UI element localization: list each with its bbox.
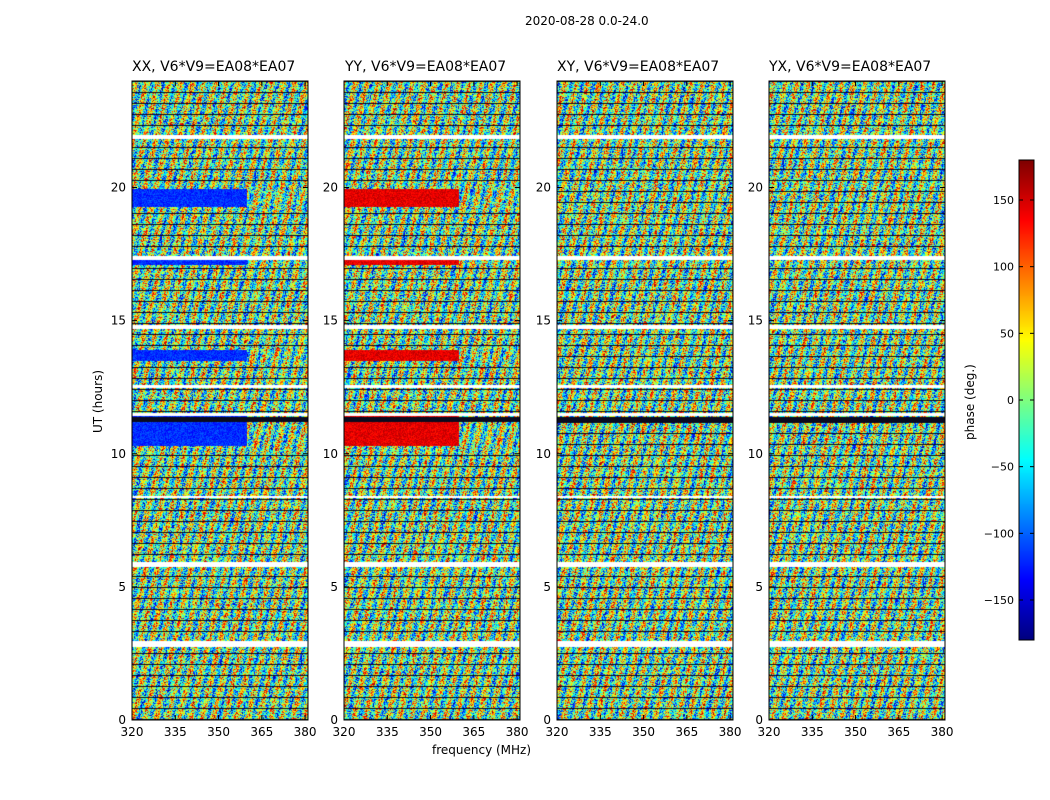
colorbar-tick-label: −100: [984, 527, 1014, 540]
panel-title-yx: YX, V6*V9=EA08*EA07: [769, 59, 932, 75]
x-tick-label: 335: [164, 725, 187, 739]
colorbar-tick-label: 150: [993, 194, 1014, 207]
x-tick-label: 380: [931, 725, 954, 739]
panel-title-yy: YY, V6*V9=EA08*EA07: [345, 59, 507, 75]
x-tick-label: 335: [801, 725, 824, 739]
colorbar-tick-label: −50: [991, 461, 1014, 474]
y-tick-label: 5: [755, 580, 763, 594]
x-tick-label: 350: [207, 725, 230, 739]
x-tick-label: 320: [546, 725, 569, 739]
y-tick-label: 20: [111, 181, 126, 195]
y-tick-label: 0: [755, 713, 763, 727]
x-tick-label: 365: [887, 725, 910, 739]
colorbar-tick-label: 100: [993, 261, 1014, 274]
panel-frame: [768, 80, 946, 721]
x-tick-label: 350: [419, 725, 442, 739]
x-tick-label: 380: [719, 725, 742, 739]
y-tick-label: 15: [536, 314, 551, 328]
colorbar-tick-label: −150: [984, 594, 1014, 607]
colorbar-tick-label: 50: [1000, 327, 1014, 340]
x-tick-label: 365: [462, 725, 485, 739]
x-tick-label: 380: [294, 725, 317, 739]
xx-phase-heatmap: [132, 81, 308, 720]
x-tick-label: 335: [589, 725, 612, 739]
y-tick-label: 0: [118, 713, 126, 727]
y-tick-label: 0: [330, 713, 338, 727]
y-tick-label: 15: [323, 314, 338, 328]
x-tick-label: 320: [758, 725, 781, 739]
y-tick-label: 15: [748, 314, 763, 328]
y-tick-label: 15: [111, 314, 126, 328]
y-axis-label: UT (hours): [91, 369, 105, 433]
colorbar-label: phase (deg.): [963, 364, 977, 440]
y-tick-label: 10: [748, 447, 763, 461]
x-tick-label: 320: [333, 725, 356, 739]
x-tick-label: 350: [632, 725, 655, 739]
y-tick-label: 5: [543, 580, 551, 594]
figure-title: 2020-08-28 0.0-24.0: [525, 14, 649, 28]
y-tick-label: 5: [330, 580, 338, 594]
panel-frame: [556, 80, 734, 721]
y-tick-label: 10: [536, 447, 551, 461]
x-tick-label: 380: [506, 725, 529, 739]
xy-phase-heatmap: [557, 81, 733, 720]
y-tick-label: 10: [111, 447, 126, 461]
y-tick-label: 0: [543, 713, 551, 727]
colorbar: [1019, 160, 1034, 640]
panel-title-xx: XX, V6*V9=EA08*EA07: [132, 59, 296, 75]
y-tick-label: 20: [748, 181, 763, 195]
y-tick-label: 10: [323, 447, 338, 461]
x-tick-label: 335: [376, 725, 399, 739]
x-tick-label: 320: [121, 725, 144, 739]
yy-phase-heatmap: [344, 81, 520, 720]
x-tick-label: 365: [250, 725, 273, 739]
x-tick-label: 365: [675, 725, 698, 739]
colorbar-tick-label: 0: [1007, 394, 1014, 407]
panel-frame: [131, 80, 309, 721]
yx-phase-heatmap: [769, 81, 945, 720]
panel-title-xy: XY, V6*V9=EA08*EA07: [557, 59, 720, 75]
y-tick-label: 20: [323, 181, 338, 195]
y-tick-label: 5: [118, 580, 126, 594]
x-tick-label: 350: [844, 725, 867, 739]
y-tick-label: 20: [536, 181, 551, 195]
panel-frame: [343, 80, 521, 721]
x-axis-label: frequency (MHz): [432, 743, 532, 757]
